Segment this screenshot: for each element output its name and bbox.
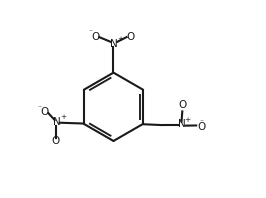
Text: O: O bbox=[126, 31, 134, 42]
Text: O: O bbox=[52, 136, 60, 146]
Text: O: O bbox=[91, 32, 99, 42]
Text: O: O bbox=[197, 122, 205, 132]
Text: O: O bbox=[178, 100, 186, 110]
Text: N: N bbox=[178, 119, 185, 129]
Text: ⁻: ⁻ bbox=[88, 27, 92, 36]
Text: +: + bbox=[60, 114, 66, 120]
Text: N: N bbox=[110, 39, 118, 49]
Text: +: + bbox=[117, 36, 123, 42]
Text: O: O bbox=[41, 107, 49, 117]
Text: N: N bbox=[53, 117, 60, 127]
Text: +: + bbox=[185, 117, 191, 123]
Text: ⁻: ⁻ bbox=[38, 103, 42, 112]
Text: ⁻: ⁻ bbox=[200, 118, 204, 127]
